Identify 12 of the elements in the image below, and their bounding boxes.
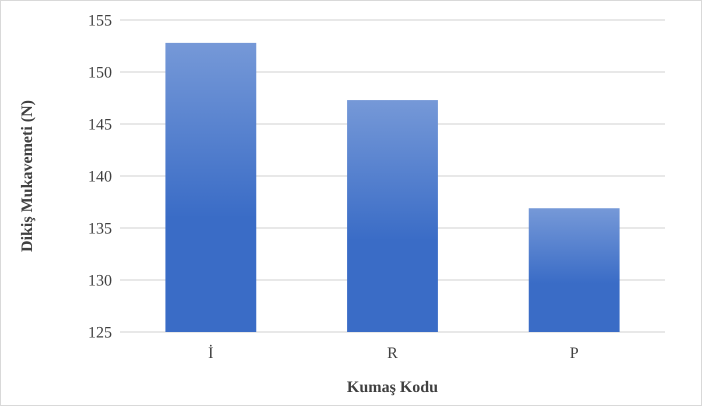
y-tick-label: 125 [88,324,112,342]
y-tick-label: 145 [88,116,112,134]
x-tick-label: P [570,345,579,362]
x-tick-label: R [387,345,398,362]
y-tick-label: 150 [88,64,112,82]
y-axis-title: Dikiş Mukavemeti (N) [19,100,36,252]
y-tick-label: 155 [88,12,112,30]
x-axis-title: Kumaş Kodu [346,379,438,396]
y-tick-label: 130 [88,272,112,290]
y-tick-label: 135 [88,220,112,238]
x-tick-label: İ [208,344,214,362]
y-tick-label: 140 [88,168,112,186]
